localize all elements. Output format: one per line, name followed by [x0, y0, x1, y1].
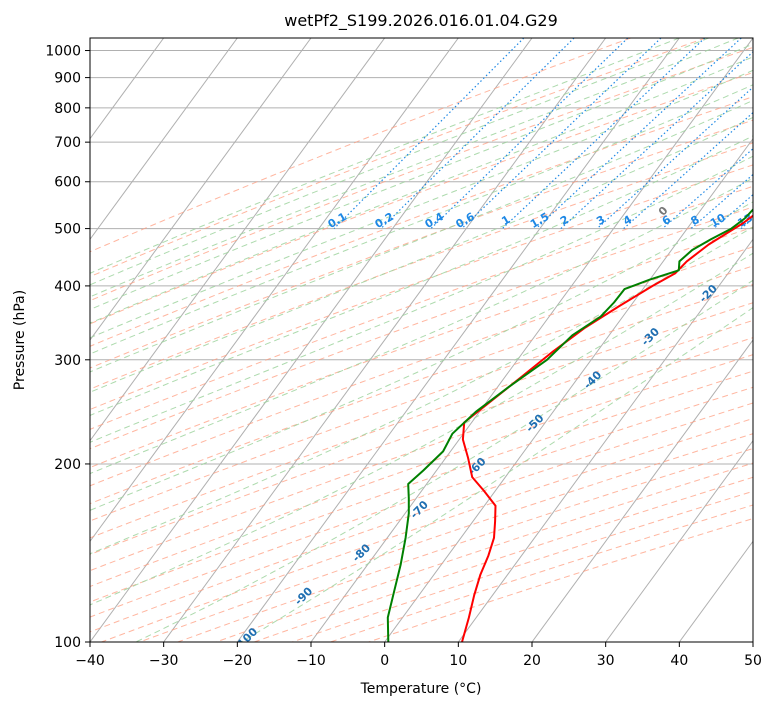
dry-adiabat	[90, 206, 753, 450]
isotherm	[163, 38, 607, 642]
x-axis-label: Temperature (°C)	[360, 681, 482, 697]
y-tick-label: 1000	[45, 44, 81, 60]
isotherm	[90, 38, 312, 341]
y-tick-label: 600	[54, 175, 81, 191]
y-axis-label: Pressure (hPa)	[12, 290, 28, 390]
x-tick-label: 40	[670, 653, 688, 669]
y-tick-label: 400	[54, 279, 81, 295]
isotherm	[90, 38, 238, 241]
y-tick-label: 700	[54, 135, 81, 151]
isotherm	[457, 238, 753, 642]
isotherm	[236, 38, 680, 642]
moist-adiabat	[90, 56, 753, 324]
dry-adiabat	[90, 119, 753, 369]
dry-adiabat	[90, 354, 753, 588]
dry-adiabat	[90, 46, 753, 302]
dry-adiabat	[90, 302, 753, 539]
dry-adiabat	[90, 246, 753, 487]
x-tick-label: 30	[597, 653, 615, 669]
dry-adiabat	[90, 185, 753, 430]
moist-adiabat	[241, 307, 753, 642]
plot-frame	[89, 37, 754, 643]
moist-adiabat	[90, 201, 753, 511]
isotherm	[90, 38, 533, 642]
dry-adiabat	[90, 265, 753, 505]
moist-adiabat	[90, 177, 753, 475]
y-tick-label: 800	[54, 101, 81, 117]
moist-adiabat	[90, 38, 680, 274]
moist-adiabat	[90, 252, 753, 606]
isotherm	[531, 339, 753, 642]
x-tick-label: 0	[380, 653, 389, 669]
dewpoint-line	[386, 208, 753, 642]
x-tick-label: 10	[449, 653, 467, 669]
x-tick-label: −10	[296, 653, 326, 669]
y-tick-label: 500	[54, 222, 81, 238]
x-tick-label: 50	[744, 653, 762, 669]
moist-adiabat	[90, 155, 753, 443]
chart-title: wetPf2_S199.2026.016.01.04.G29	[284, 11, 558, 31]
y-tick-label: 300	[54, 353, 81, 369]
moist-adiabat	[90, 38, 709, 286]
moist-adiabat	[90, 99, 753, 373]
isotherm	[90, 38, 386, 442]
dry-adiabat	[90, 96, 753, 347]
isotherm	[384, 137, 753, 642]
series-layer	[386, 208, 753, 642]
moist-adiabat	[90, 38, 739, 298]
dry-adiabat	[90, 38, 631, 253]
y-tick-label: 900	[54, 71, 81, 87]
x-tick-label: 20	[523, 653, 541, 669]
adiabat-layer	[90, 38, 753, 642]
moist-adiabat	[90, 69, 753, 339]
x-axis: −40 −30 −20 −10 0 10 20 30 40 50	[75, 642, 762, 669]
moist-adiabat	[90, 43, 753, 311]
x-tick-label: −20	[223, 653, 253, 669]
mixing-ratio-line	[560, 51, 753, 230]
plot-area: 0.10.20.40.611.52346810131620253036-100-…	[90, 38, 772, 642]
x-tick-label: −40	[75, 653, 105, 669]
dry-adiabat	[90, 38, 706, 278]
mixing-ratio-line	[430, 38, 629, 230]
mixing-ratio-line	[596, 86, 753, 230]
y-tick-label: 200	[54, 457, 81, 473]
dry-adiabat	[90, 319, 753, 556]
mixing-ratio-line	[333, 38, 525, 230]
moist-adiabat-label: 10	[752, 167, 772, 187]
x-tick-label: −30	[149, 653, 179, 669]
dry-adiabat	[90, 142, 753, 390]
y-tick-label: 100	[54, 635, 81, 651]
moist-adiabat	[90, 84, 753, 355]
y-axis: 1000 900 800 700 600 500 400 300 200 100	[45, 44, 90, 651]
mixing-ratio-line	[380, 38, 575, 230]
mixing-ratio-line	[535, 38, 742, 230]
